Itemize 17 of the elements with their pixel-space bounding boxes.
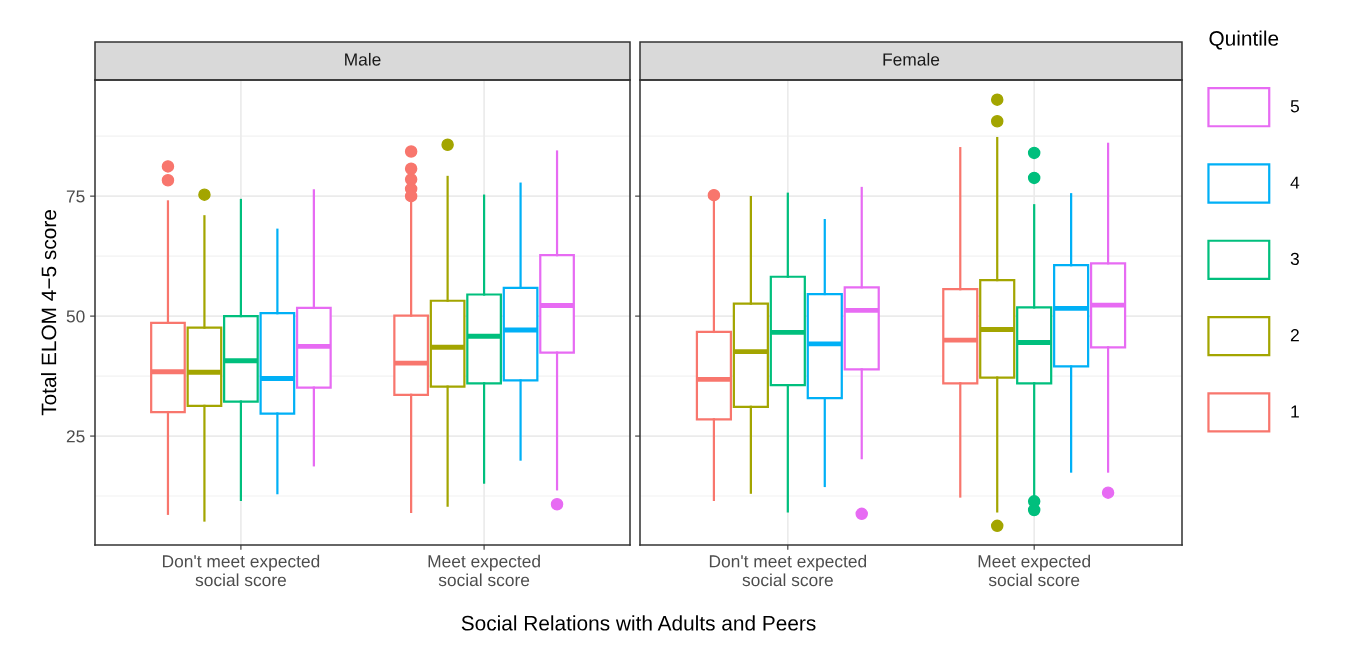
x-axis-title: Social Relations with Adults and Peers <box>461 615 816 631</box>
y-tick-label: 50 <box>66 310 85 323</box>
legend-label: 5 <box>1290 100 1299 113</box>
y-axis-title: Total ELOM 4−5 score <box>40 210 57 416</box>
chart-title: Male <box>345 52 381 66</box>
legend-label: 3 <box>1290 252 1299 266</box>
y-tick-label: 75 <box>66 190 85 203</box>
x-tick-label: Don't meet expected social score <box>162 554 320 587</box>
y-tick-label: 25 <box>66 430 85 443</box>
legend-label: 2 <box>1290 329 1299 342</box>
legend-title: Quintile <box>1209 30 1279 50</box>
x-tick-label: Don't meet expected social score <box>709 554 867 587</box>
x-tick-label: Meet expected social score <box>978 554 1091 587</box>
legend-label: 4 <box>1290 176 1300 189</box>
chart-title: Female <box>883 52 940 66</box>
legend-label: 1 <box>1291 405 1299 418</box>
x-tick-label: Meet expected social score <box>428 554 540 587</box>
